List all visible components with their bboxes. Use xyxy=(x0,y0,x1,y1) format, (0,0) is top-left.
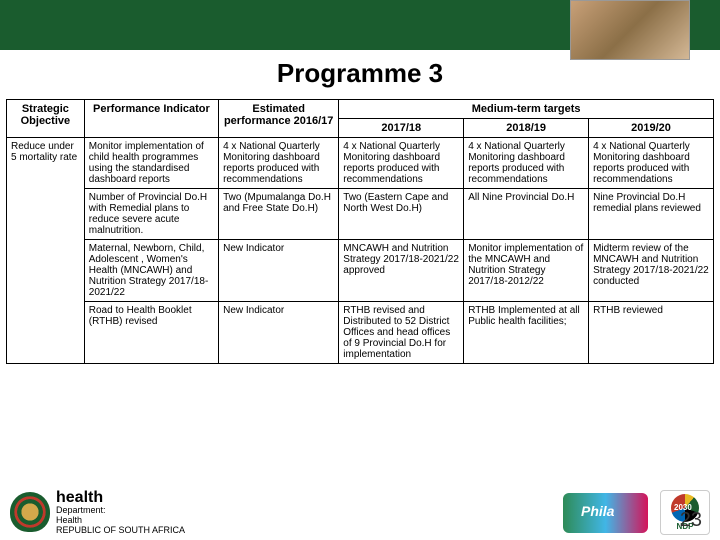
cell-indicator: Number of Provincial Do.H with Remedial … xyxy=(84,189,218,240)
cell-y3: 4 x National Quarterly Monitoring dashbo… xyxy=(589,138,714,189)
phila-logo-icon xyxy=(563,493,648,533)
cell-y3: RTHB reviewed xyxy=(589,302,714,364)
cell-y3: Nine Provincial Do.H remedial plans revi… xyxy=(589,189,714,240)
dept-name: health xyxy=(56,489,185,507)
header-bar xyxy=(0,0,720,50)
footer: health Department: Health REPUBLIC OF SO… xyxy=(0,485,720,540)
th-2017-18: 2017/18 xyxy=(339,119,464,138)
cell-est: Two (Mpumalanga Do.H and Free State Do.H… xyxy=(219,189,339,240)
cell-indicator: Monitor implementation of child health p… xyxy=(84,138,218,189)
th-2019-20: 2019/20 xyxy=(589,119,714,138)
table-body: Reduce under 5 mortality rateMonitor imp… xyxy=(7,138,714,364)
cell-y1: Two (Eastern Cape and North West Do.H) xyxy=(339,189,464,240)
th-objective: Strategic Objective xyxy=(7,100,85,138)
table-container: Strategic Objective Performance Indicato… xyxy=(0,99,720,364)
th-estimated: Estimated performance 2016/17 xyxy=(219,100,339,138)
cell-y1: MNCAWH and Nutrition Strategy 2017/18-20… xyxy=(339,240,464,302)
th-medium-term: Medium-term targets xyxy=(339,100,714,119)
cell-indicator: Road to Health Booklet (RTHB) revised xyxy=(84,302,218,364)
dept-line4: REPUBLIC OF SOUTH AFRICA xyxy=(56,526,185,536)
table-row: Maternal, Newborn, Child, Adolescent , W… xyxy=(7,240,714,302)
cell-est: New Indicator xyxy=(219,240,339,302)
cell-y2: RTHB Implemented at all Public health fa… xyxy=(464,302,589,364)
health-text: health Department: Health REPUBLIC OF SO… xyxy=(56,489,185,536)
cell-y2: 4 x National Quarterly Monitoring dashbo… xyxy=(464,138,589,189)
programme-table: Strategic Objective Performance Indicato… xyxy=(6,99,714,364)
table-row: Reduce under 5 mortality rateMonitor imp… xyxy=(7,138,714,189)
cell-y3: Midterm review of the MNCAWH and Nutriti… xyxy=(589,240,714,302)
th-2018-19: 2018/19 xyxy=(464,119,589,138)
header-photo xyxy=(570,0,690,60)
cell-objective: Reduce under 5 mortality rate xyxy=(7,138,85,364)
coat-of-arms-icon xyxy=(10,492,50,532)
table-row: Number of Provincial Do.H with Remedial … xyxy=(7,189,714,240)
page-number: 23 xyxy=(680,509,702,532)
cell-y2: All Nine Provincial Do.H xyxy=(464,189,589,240)
cell-indicator: Maternal, Newborn, Child, Adolescent , W… xyxy=(84,240,218,302)
cell-y2: Monitor implementation of the MNCAWH and… xyxy=(464,240,589,302)
health-logo: health Department: Health REPUBLIC OF SO… xyxy=(10,489,185,536)
cell-est: New Indicator xyxy=(219,302,339,364)
cell-est: 4 x National Quarterly Monitoring dashbo… xyxy=(219,138,339,189)
cell-y1: 4 x National Quarterly Monitoring dashbo… xyxy=(339,138,464,189)
page-title: Programme 3 xyxy=(0,58,720,89)
table-row: Road to Health Booklet (RTHB) revisedNew… xyxy=(7,302,714,364)
cell-y1: RTHB revised and Distributed to 52 Distr… xyxy=(339,302,464,364)
th-indicator: Performance Indicator xyxy=(84,100,218,138)
